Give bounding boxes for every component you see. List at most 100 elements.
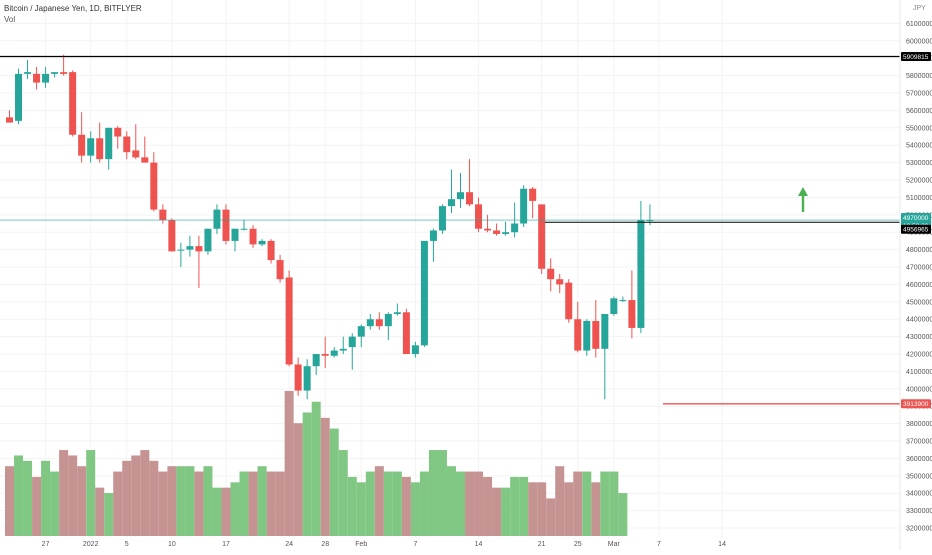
candle-body[interactable] — [213, 209, 221, 229]
volume-bar — [122, 460, 132, 536]
candle-body[interactable] — [447, 199, 455, 207]
candle-body[interactable] — [646, 220, 654, 222]
time-tick-label: 14 — [475, 541, 483, 548]
price-tick-label: 3400000 — [906, 491, 932, 498]
price-tick-label: 4800000 — [906, 247, 932, 254]
candle-body[interactable] — [637, 220, 645, 328]
candle-body[interactable] — [258, 240, 266, 245]
candle-body[interactable] — [466, 192, 474, 205]
candle-body[interactable] — [60, 72, 68, 74]
candle-body[interactable] — [132, 150, 140, 158]
candle-body[interactable] — [33, 73, 41, 83]
candle-body[interactable] — [105, 127, 113, 160]
volume-bar — [410, 482, 420, 536]
svg-text:4956965: 4956965 — [903, 227, 929, 234]
candle-body[interactable] — [276, 260, 284, 280]
price-tick-label: 6000000 — [906, 38, 932, 45]
price-tick-label: 4000000 — [906, 386, 932, 393]
candle-body[interactable] — [204, 228, 212, 252]
volume-bar — [68, 455, 78, 536]
candle-body[interactable] — [565, 282, 573, 320]
volume-bar — [401, 476, 411, 536]
candle-body[interactable] — [610, 298, 618, 315]
candle-body[interactable] — [375, 319, 383, 327]
candle-body[interactable] — [592, 320, 600, 349]
candle-body[interactable] — [502, 232, 510, 234]
candle-body[interactable] — [15, 73, 23, 121]
volume-bar — [293, 423, 303, 536]
candle-body[interactable] — [366, 319, 374, 327]
candle-body[interactable] — [222, 209, 230, 241]
candle-body[interactable] — [547, 268, 555, 280]
candle-body[interactable] — [87, 138, 95, 156]
candle-body[interactable] — [195, 246, 203, 252]
candle-body[interactable] — [150, 162, 158, 210]
candle-body[interactable] — [159, 209, 167, 221]
candle-body[interactable] — [475, 204, 483, 229]
volume-bar — [221, 487, 231, 536]
candle-body[interactable] — [240, 228, 248, 230]
candle-body[interactable] — [231, 228, 239, 241]
candle-body[interactable] — [429, 230, 437, 241]
candle-body[interactable] — [402, 312, 410, 355]
up-arrow-icon[interactable] — [798, 187, 808, 212]
candle-body[interactable] — [177, 249, 185, 251]
volume-bar — [573, 471, 583, 536]
volume-bar — [347, 476, 357, 536]
candle-body[interactable] — [556, 279, 564, 285]
candle-body[interactable] — [141, 157, 149, 163]
candle-body[interactable] — [538, 204, 546, 269]
candle-body[interactable] — [321, 354, 329, 356]
candle-body[interactable] — [6, 117, 13, 123]
candle-body[interactable] — [493, 230, 501, 234]
candle-body[interactable] — [330, 350, 338, 356]
candle-body[interactable] — [619, 300, 627, 302]
candle-body[interactable] — [420, 240, 428, 346]
candle-body[interactable] — [339, 348, 347, 351]
candle-body[interactable] — [520, 188, 528, 224]
price-tick-label: 5300000 — [906, 160, 932, 167]
candle-body[interactable] — [168, 220, 176, 252]
time-tick-label: 24 — [285, 541, 293, 548]
candle-body[interactable] — [628, 300, 636, 328]
candle-body[interactable] — [393, 312, 401, 315]
candle-body[interactable] — [114, 127, 122, 137]
candle-body[interactable] — [457, 192, 464, 200]
time-tick-label: 7 — [413, 541, 417, 548]
candle-body[interactable] — [24, 72, 32, 74]
price-tick-label: 5100000 — [906, 195, 932, 202]
candle-body[interactable] — [511, 223, 519, 233]
candle-body[interactable] — [51, 72, 59, 74]
resistance-price-tag: 5909815 — [901, 51, 931, 61]
volume-bar — [437, 450, 447, 536]
time-tick-label: 28 — [321, 541, 329, 548]
candle-body[interactable] — [601, 314, 609, 349]
candle-body[interactable] — [357, 326, 365, 337]
candle-body[interactable] — [267, 240, 275, 261]
candle-body[interactable] — [384, 314, 392, 327]
candle-body[interactable] — [411, 345, 419, 355]
candle-body[interactable] — [123, 136, 131, 153]
candle-body[interactable] — [484, 228, 492, 231]
candle-body[interactable] — [583, 320, 591, 351]
candle-body[interactable] — [294, 364, 302, 391]
candle-body[interactable] — [186, 246, 194, 250]
candle-body[interactable] — [303, 366, 311, 391]
candle-body[interactable] — [69, 72, 77, 135]
time-tick-label: 2022 — [83, 541, 99, 548]
price-tick-label: 4700000 — [906, 265, 932, 272]
candle-body[interactable] — [42, 73, 50, 83]
candle-body[interactable] — [348, 336, 356, 348]
candle-body[interactable] — [529, 188, 537, 201]
candle-body[interactable] — [285, 277, 293, 365]
candle-body[interactable] — [96, 138, 104, 160]
candle-body[interactable] — [574, 319, 582, 351]
candle-body[interactable] — [438, 206, 446, 231]
candle-body[interactable] — [312, 354, 320, 367]
time-tick-label: Feb — [355, 541, 367, 548]
candle-body[interactable] — [249, 228, 257, 245]
candle-body[interactable] — [78, 134, 86, 156]
volume-indicator-label[interactable]: Vol — [4, 15, 15, 24]
